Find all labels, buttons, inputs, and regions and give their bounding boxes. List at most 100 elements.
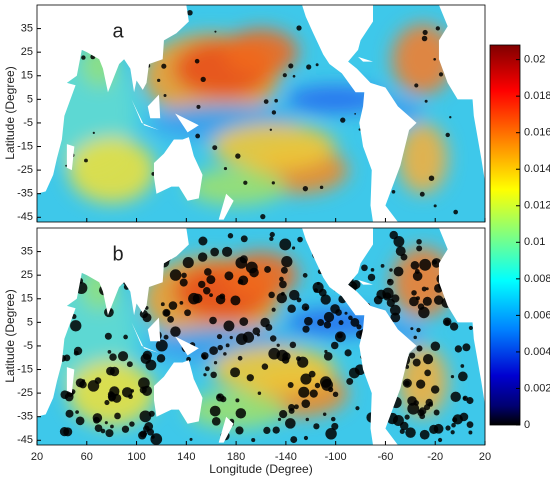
missing-data — [290, 436, 298, 444]
missing-data — [161, 63, 167, 69]
missing-data — [128, 394, 133, 400]
missing-data — [301, 399, 311, 408]
missing-data — [282, 73, 287, 78]
missing-data — [94, 377, 102, 384]
missing-data — [288, 404, 295, 411]
missing-data — [138, 377, 150, 390]
x-tick-label: 140 — [177, 451, 195, 463]
missing-data — [237, 278, 244, 285]
missing-data — [323, 311, 335, 323]
land — [302, 228, 417, 445]
missing-data — [269, 335, 277, 342]
missing-data — [391, 294, 400, 303]
field-blob — [223, 28, 299, 76]
missing-data — [117, 351, 129, 362]
field-blob — [186, 167, 286, 206]
missing-data — [197, 252, 208, 262]
missing-data — [367, 273, 376, 282]
missing-data — [450, 375, 455, 379]
missing-data — [390, 312, 401, 323]
missing-data — [340, 117, 346, 123]
missing-data — [392, 415, 404, 427]
missing-data — [338, 320, 344, 326]
missing-data — [411, 290, 417, 296]
missing-data — [203, 373, 207, 377]
missing-data — [431, 258, 442, 268]
colorbar-tick-label: 0.004 — [524, 346, 550, 358]
missing-data — [280, 266, 288, 274]
missing-data — [322, 412, 327, 416]
missing-data — [272, 426, 280, 434]
missing-data — [215, 294, 226, 305]
missing-data — [297, 236, 303, 243]
missing-data — [433, 204, 437, 208]
missing-data — [466, 421, 474, 429]
missing-data — [170, 326, 181, 337]
missing-data — [106, 366, 115, 376]
missing-data — [104, 332, 112, 340]
missing-data — [454, 345, 463, 353]
missing-data — [409, 296, 419, 307]
land — [147, 317, 161, 342]
missing-data — [400, 253, 408, 261]
missing-data — [240, 235, 248, 243]
missing-data — [195, 133, 201, 139]
missing-data — [314, 382, 321, 389]
missing-data — [65, 164, 68, 167]
missing-data — [289, 341, 297, 349]
missing-data — [418, 306, 430, 319]
missing-data — [64, 392, 74, 402]
missing-data — [414, 83, 419, 88]
missing-data — [142, 350, 152, 360]
missing-data — [459, 412, 469, 422]
missing-data — [271, 181, 275, 185]
missing-data — [121, 425, 130, 433]
missing-data — [419, 429, 430, 440]
missing-data — [416, 245, 423, 252]
x-axis-label: Longitude (Degree) — [209, 462, 312, 476]
missing-data — [260, 214, 266, 220]
colorbar-tick-label: 0.012 — [524, 200, 550, 212]
missing-data — [189, 437, 193, 441]
missing-data — [230, 295, 241, 306]
map-panel — [37, 228, 485, 445]
missing-data — [222, 246, 233, 257]
missing-data — [450, 391, 461, 403]
missing-data — [419, 258, 432, 271]
missing-data — [263, 99, 269, 104]
missing-data — [321, 379, 333, 391]
missing-data — [84, 158, 88, 163]
x-tick-label: 60 — [81, 451, 93, 463]
missing-data — [123, 334, 128, 340]
x-tick-label: -60 — [377, 451, 393, 463]
missing-data — [243, 180, 248, 185]
missing-data — [393, 236, 405, 247]
missing-data — [289, 289, 300, 301]
x-tick-label: 180 — [227, 451, 245, 463]
land — [358, 56, 373, 62]
missing-data — [225, 343, 230, 348]
missing-data — [408, 352, 416, 359]
missing-data — [188, 292, 200, 305]
y-tick-label: -15 — [17, 363, 33, 375]
missing-data — [73, 346, 83, 356]
panel-frame — [36, 227, 486, 446]
missing-data — [276, 349, 288, 362]
missing-data — [200, 76, 206, 83]
colorbar-tick-label: 0.006 — [524, 309, 550, 321]
missing-data — [198, 280, 206, 289]
y-tick-label: 15 — [21, 70, 33, 82]
missing-data — [94, 424, 103, 432]
missing-data — [412, 271, 423, 281]
missing-data — [335, 309, 342, 316]
missing-data — [100, 428, 106, 434]
missing-data — [239, 255, 248, 264]
missing-data — [168, 301, 178, 310]
missing-data — [405, 427, 416, 438]
missing-data — [449, 116, 452, 119]
missing-data — [391, 189, 396, 194]
missing-data — [361, 264, 368, 272]
missing-data — [425, 398, 433, 407]
missing-data — [344, 349, 352, 357]
